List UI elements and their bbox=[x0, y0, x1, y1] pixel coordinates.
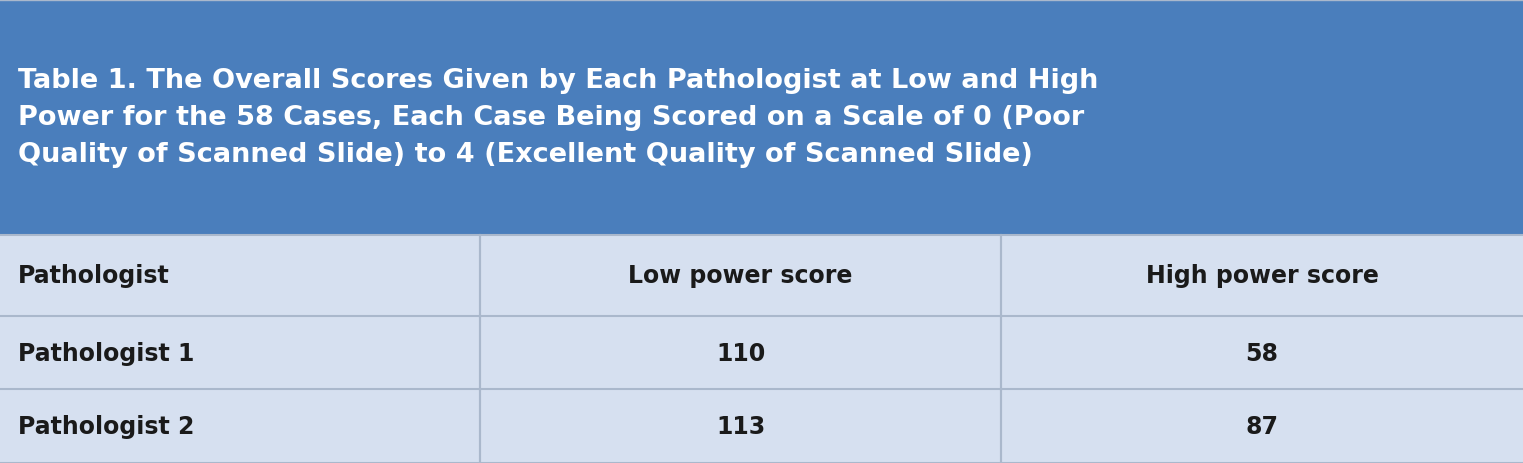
Bar bbox=[0, 0, 1523, 235]
Text: 113: 113 bbox=[716, 415, 765, 438]
Text: 58: 58 bbox=[1246, 342, 1279, 365]
Text: Table 1. The Overall Scores Given by Each Pathologist at Low and High
Power for : Table 1. The Overall Scores Given by Eac… bbox=[18, 68, 1098, 168]
Text: 110: 110 bbox=[716, 342, 765, 365]
Text: Pathologist: Pathologist bbox=[18, 264, 171, 288]
Text: Pathologist 1: Pathologist 1 bbox=[18, 342, 195, 365]
Bar bbox=[0, 235, 1523, 316]
Bar bbox=[0, 391, 1523, 463]
Text: Low power score: Low power score bbox=[629, 264, 853, 288]
Bar bbox=[0, 318, 1523, 389]
Text: 87: 87 bbox=[1246, 415, 1279, 438]
Text: High power score: High power score bbox=[1145, 264, 1378, 288]
Text: Pathologist 2: Pathologist 2 bbox=[18, 415, 195, 438]
